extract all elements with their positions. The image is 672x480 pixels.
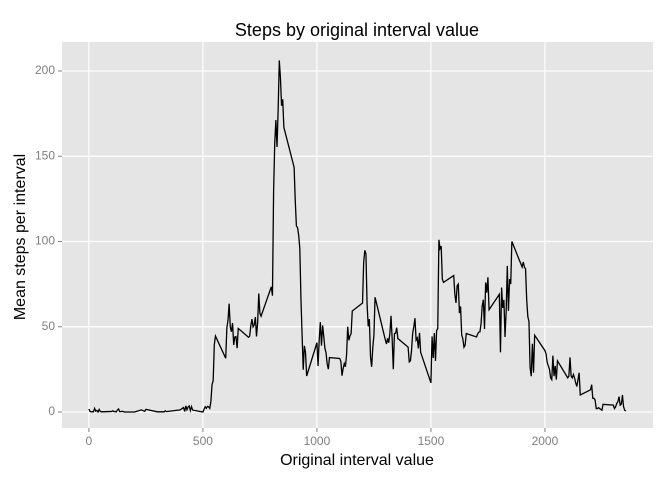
y-tick-label: 0 xyxy=(48,404,55,418)
y-axis-label: Mean steps per interval xyxy=(12,154,29,320)
y-tick-label: 50 xyxy=(42,319,56,333)
x-tick-label: 2000 xyxy=(532,434,559,448)
x-tick-label: 1500 xyxy=(418,434,445,448)
y-tick-label: 100 xyxy=(35,234,55,248)
x-tick-label: 500 xyxy=(193,434,213,448)
y-tick-label: 200 xyxy=(35,63,55,77)
x-tick-label: 1000 xyxy=(304,434,331,448)
x-axis-label: Original interval value xyxy=(280,452,434,469)
chart-title: Steps by original interval value xyxy=(235,20,479,40)
data-line xyxy=(88,60,627,414)
plot-panel xyxy=(62,42,653,428)
x-tick-label: 0 xyxy=(86,434,93,448)
y-tick-label: 150 xyxy=(35,148,55,162)
